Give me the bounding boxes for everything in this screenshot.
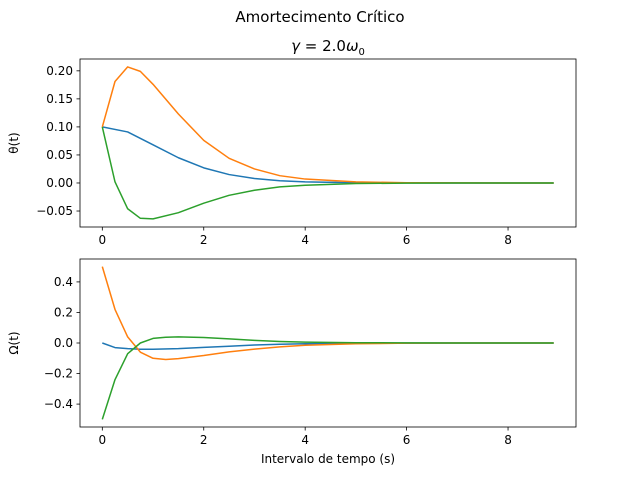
y-axis-label: θ(t) [7,132,21,153]
series-line-1 [101,66,554,184]
y-tick-label: 0.4 [54,275,73,289]
series-line-2 [101,336,554,420]
y-tick-label: −0.2 [44,367,73,381]
x-tick-label: 6 [403,233,411,247]
x-tick-label: 2 [200,233,208,247]
series-line-1 [101,266,554,361]
plot-title-symbol: ω [346,37,359,55]
x-tick-label: 8 [504,233,512,247]
x-tick-label: 4 [301,233,309,247]
plot-title-subscript: 0 [359,47,365,58]
y-tick-label: 0.10 [46,120,73,134]
plot-title-prefix: γ = [291,37,322,55]
x-tick-label: 0 [98,433,106,447]
y-tick-label: 0.0 [54,336,73,350]
plot-title-value: 2.0 [322,37,346,55]
series-line-2 [101,126,554,220]
y-axis-label: Ω(t) [7,331,21,354]
y-tick-label: −0.05 [36,204,73,218]
plot-omega: 0 2 4 6 8 −0.4 −0.2 0.0 0.2 0.4 Ω(t) Intervalo de t… [7,258,577,466]
y-tick-label: 0.05 [46,148,73,162]
x-axis-label: Intervalo de tempo (s) [261,452,395,466]
y-tick-label: 0.20 [46,64,73,78]
x-tick-label: 8 [504,433,512,447]
series-line-0 [102,126,554,184]
y-tick-label: 0.00 [46,176,73,190]
x-tick-label: 2 [200,433,208,447]
x-tick-label: 0 [98,233,106,247]
y-tick-label: 0.15 [46,92,73,106]
y-tick-label: 0.2 [54,305,73,319]
x-tick-label: 4 [301,433,309,447]
x-tick-label: 6 [403,433,411,447]
axes-frame [79,58,577,228]
figure-suptitle: Amortecimento Crítico [235,8,404,26]
y-tick-label: −0.4 [44,397,73,411]
plot-title: γ = 2.0ω0 [291,37,365,58]
